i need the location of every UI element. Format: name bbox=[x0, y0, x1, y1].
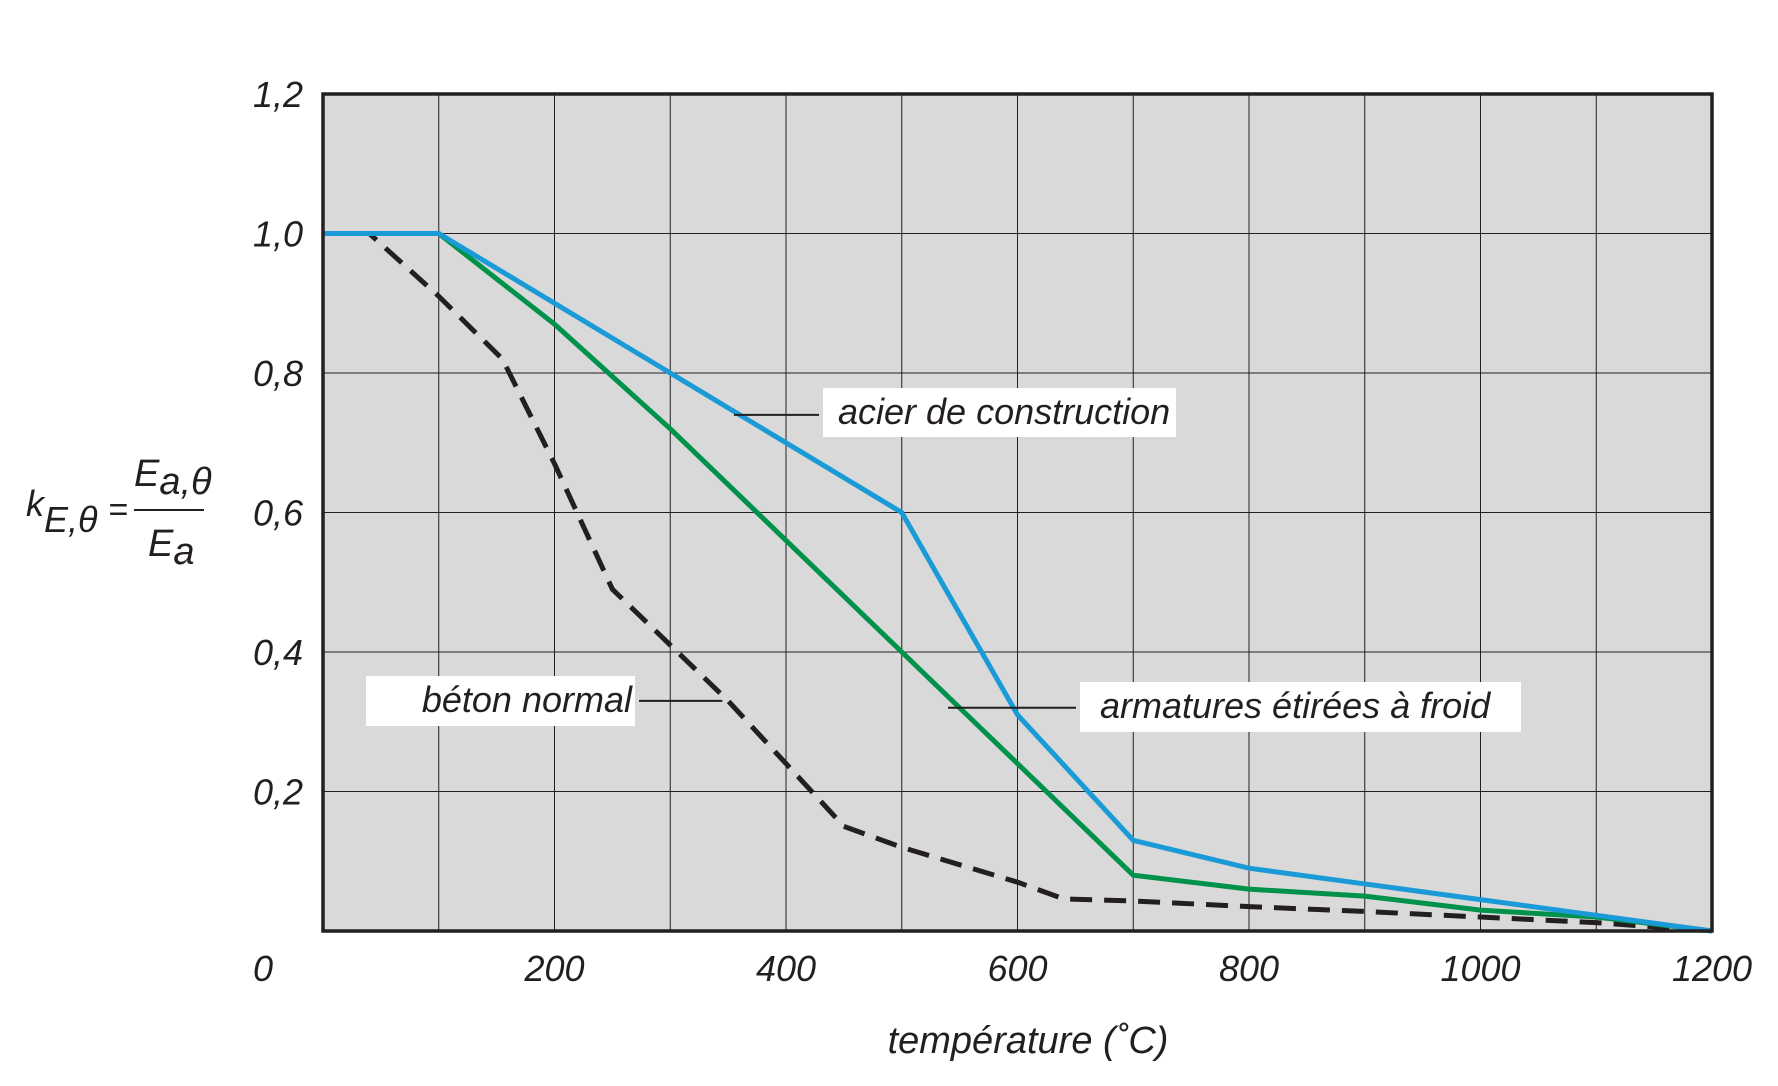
annotation-label: béton normal bbox=[422, 679, 633, 720]
annotations: acier de construction armatures étirées à… bbox=[366, 388, 1521, 732]
y-tick-label: 0,4 bbox=[253, 632, 303, 673]
y-tick-label: 1,0 bbox=[253, 214, 303, 255]
y-label-k-sub: E,θ bbox=[44, 499, 98, 540]
annotation-label: acier de construction bbox=[838, 391, 1170, 432]
svg-text:kE,θ: kE,θ bbox=[26, 483, 98, 540]
y-tick-label: 0,2 bbox=[253, 772, 303, 813]
x-tick-label: 0 bbox=[253, 948, 273, 989]
annotation-box bbox=[366, 676, 635, 726]
y-label-num: E bbox=[134, 453, 160, 495]
svg-text:Ea,θ: Ea,θ bbox=[134, 453, 212, 503]
y-label-k: k bbox=[26, 483, 46, 524]
svg-text:Ea: Ea bbox=[148, 523, 195, 573]
x-tick-label: 200 bbox=[523, 948, 584, 989]
annotation-box bbox=[823, 388, 1176, 437]
x-tick-label: 1200 bbox=[1672, 948, 1752, 989]
y-label-num-sub: a,θ bbox=[159, 461, 212, 503]
series-line-armatures-étirées-à-froid bbox=[323, 231, 1713, 934]
annotation-label: armatures étirées à froid bbox=[1100, 685, 1491, 726]
x-tick-label: 1000 bbox=[1440, 948, 1520, 989]
tick-labels: 0 200 400 600 800 1000 1200 0,2 0,4 0,6 0,8 1,0 1,2 bbox=[253, 74, 1752, 989]
x-axis-label: température (˚C) bbox=[888, 1020, 1169, 1062]
x-tick-label: 600 bbox=[987, 948, 1047, 989]
y-tick-label: 0,6 bbox=[253, 493, 304, 534]
plot-frame bbox=[321, 92, 1714, 933]
y-axis-label: kE,θ = Ea,θ Ea bbox=[26, 453, 212, 573]
x-tick-label: 400 bbox=[756, 948, 816, 989]
y-label-den-sub: a bbox=[173, 531, 194, 573]
annotation-box bbox=[1080, 682, 1521, 732]
series-line-acier-de-construction bbox=[323, 231, 1713, 934]
series-group bbox=[323, 231, 1713, 934]
y-label-equals: = bbox=[108, 491, 128, 529]
y-tick-label: 0,8 bbox=[253, 353, 303, 394]
y-label-den: E bbox=[148, 523, 174, 565]
y-tick-label: 1,2 bbox=[253, 74, 303, 115]
x-tick-label: 800 bbox=[1219, 948, 1279, 989]
